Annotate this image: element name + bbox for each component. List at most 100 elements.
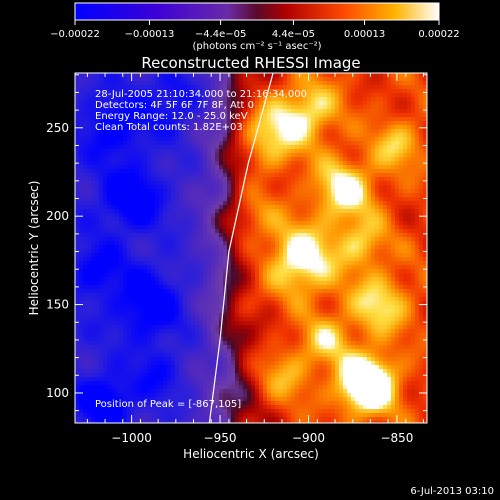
heatmap-cell [191, 249, 195, 253]
heatmap-cell [115, 241, 119, 245]
heatmap-cell [279, 165, 283, 169]
heatmap-cell [147, 157, 151, 161]
heatmap-cell [303, 285, 307, 289]
heatmap-cell [175, 81, 179, 85]
heatmap-cell [255, 93, 259, 97]
heatmap-cell [395, 113, 399, 117]
heatmap-cell [267, 173, 271, 177]
heatmap-cell [307, 109, 311, 113]
heatmap-cell [379, 233, 383, 237]
heatmap-cell [247, 221, 251, 225]
heatmap-cell [119, 165, 123, 169]
heatmap-cell [231, 141, 235, 145]
heatmap-cell [307, 261, 311, 265]
heatmap-cell [327, 177, 331, 181]
heatmap-cell [191, 125, 195, 129]
heatmap-cell [331, 153, 335, 157]
heatmap-cell [99, 285, 103, 289]
heatmap-cell [207, 85, 211, 89]
heatmap-cell [387, 101, 391, 105]
heatmap-cell [363, 149, 367, 153]
heatmap-cell [219, 241, 223, 245]
heatmap-cell [203, 205, 207, 209]
heatmap-cell [387, 105, 391, 109]
heatmap-cell [107, 101, 111, 105]
heatmap-cell [335, 161, 339, 165]
heatmap-cell [163, 101, 167, 105]
heatmap-cell [139, 137, 143, 141]
heatmap-cell [95, 265, 99, 269]
heatmap-cell [115, 141, 119, 145]
heatmap-cell [91, 197, 95, 201]
heatmap-cell [115, 149, 119, 153]
heatmap-cell [215, 85, 219, 89]
heatmap-cell [323, 217, 327, 221]
heatmap-cell [175, 93, 179, 97]
heatmap-cell [91, 149, 95, 153]
heatmap-cell [343, 237, 347, 241]
heatmap-cell [355, 277, 359, 281]
heatmap-cell [239, 81, 243, 85]
heatmap-cell [387, 113, 391, 117]
heatmap-cell [211, 189, 215, 193]
heatmap-cell [203, 253, 207, 257]
heatmap-cell [179, 97, 183, 101]
heatmap-cell [319, 101, 323, 105]
heatmap-cell [155, 161, 159, 165]
heatmap-cell [187, 233, 191, 237]
heatmap-cell [303, 237, 307, 241]
heatmap-cell [331, 81, 335, 85]
heatmap-cell [195, 193, 199, 197]
colorbar-tick-label: −0.00013 [125, 29, 175, 40]
heatmap-cell [347, 245, 351, 249]
heatmap-cell [367, 209, 371, 213]
heatmap-cell [423, 269, 427, 273]
heatmap-cell [227, 149, 231, 153]
heatmap-cell [347, 145, 351, 149]
heatmap-cell [307, 117, 311, 121]
heatmap-cell [203, 141, 207, 145]
heatmap-cell [371, 149, 375, 153]
heatmap-cell [203, 125, 207, 129]
heatmap-cell [411, 193, 415, 197]
heatmap-cell [235, 249, 239, 253]
heatmap-cell [327, 181, 331, 185]
heatmap-cell [375, 233, 379, 237]
heatmap-cell [119, 293, 123, 297]
heatmap-cell [423, 261, 427, 265]
heatmap-cell [191, 137, 195, 141]
heatmap-cell [99, 161, 103, 165]
heatmap-cell [271, 269, 275, 273]
heatmap-cell [191, 173, 195, 177]
heatmap-cell [391, 233, 395, 237]
heatmap-cell [411, 253, 415, 257]
heatmap-cell [103, 233, 107, 237]
heatmap-cell [291, 293, 295, 297]
heatmap-cell [211, 233, 215, 237]
heatmap-cell [123, 257, 127, 261]
heatmap-cell [275, 285, 279, 289]
heatmap-cell [299, 129, 303, 133]
heatmap-cell [91, 73, 95, 77]
heatmap-cell [235, 233, 239, 237]
heatmap-cell [135, 213, 139, 217]
heatmap-cell [275, 229, 279, 233]
heatmap-cell [271, 297, 275, 301]
heatmap-cell [103, 89, 107, 93]
heatmap-cell [247, 153, 251, 157]
heatmap-cell [387, 285, 391, 289]
heatmap-cell [375, 273, 379, 277]
heatmap-cell [103, 249, 107, 253]
heatmap-cell [167, 89, 171, 93]
heatmap-cell [219, 285, 223, 289]
heatmap-cell [287, 221, 291, 225]
heatmap-cell [315, 177, 319, 181]
heatmap-cell [347, 213, 351, 217]
heatmap-cell [107, 297, 111, 301]
heatmap-cell [315, 161, 319, 165]
heatmap-cell [295, 249, 299, 253]
heatmap-cell [235, 281, 239, 285]
heatmap-cell [423, 257, 427, 261]
heatmap-cell [323, 121, 327, 125]
heatmap-cell [343, 181, 347, 185]
